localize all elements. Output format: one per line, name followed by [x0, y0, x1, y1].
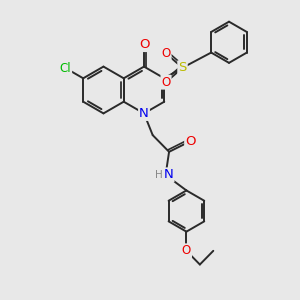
Text: S: S: [178, 61, 187, 74]
Text: Cl: Cl: [60, 61, 71, 74]
Text: O: O: [161, 76, 171, 89]
Text: O: O: [139, 38, 149, 51]
Text: O: O: [185, 135, 196, 148]
Text: O: O: [182, 244, 191, 257]
Text: N: N: [139, 107, 149, 120]
Text: O: O: [161, 47, 171, 60]
Text: H: H: [155, 170, 163, 180]
Text: N: N: [164, 169, 173, 182]
